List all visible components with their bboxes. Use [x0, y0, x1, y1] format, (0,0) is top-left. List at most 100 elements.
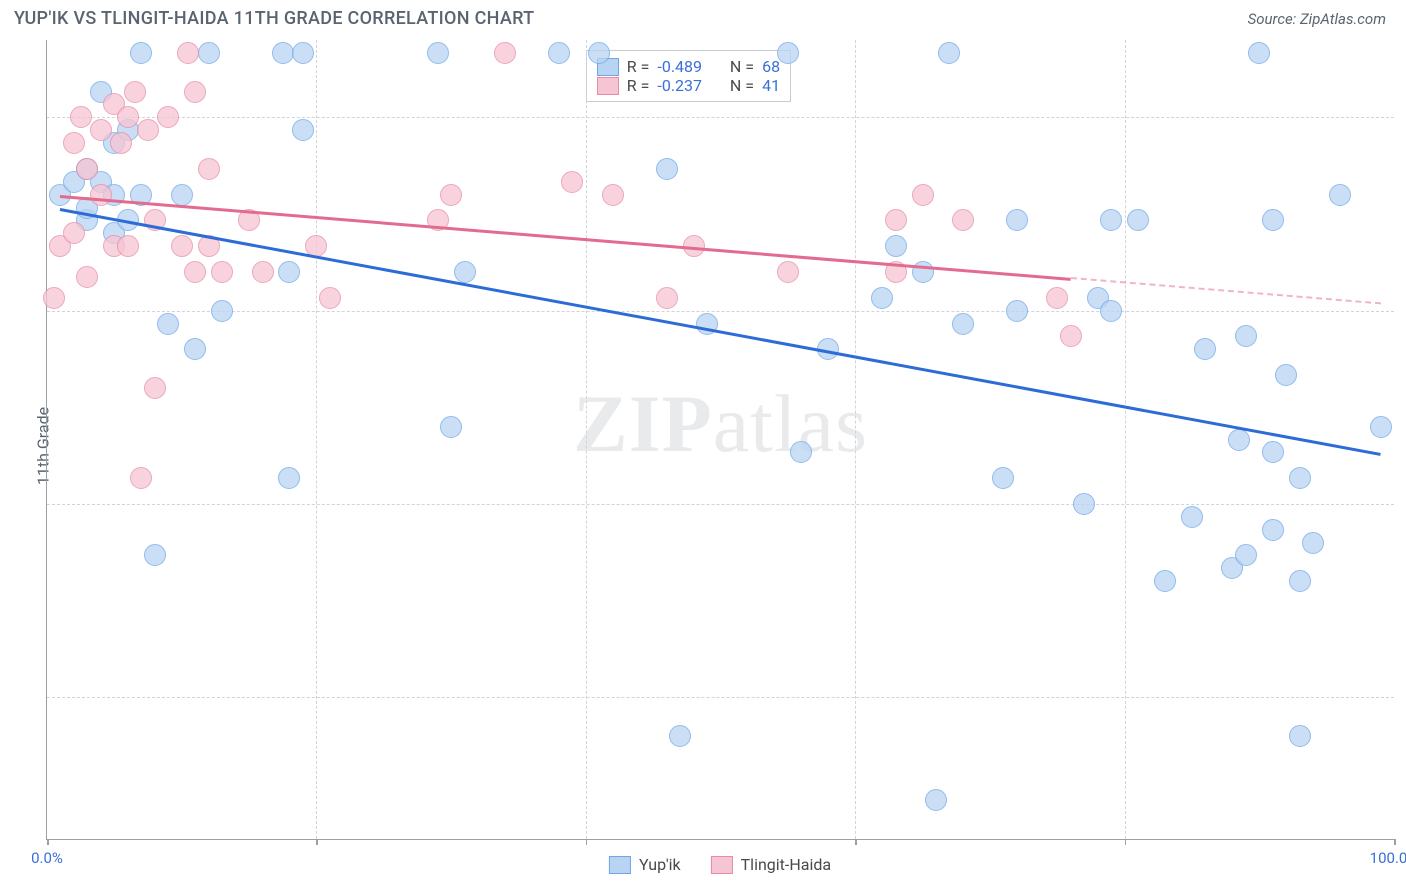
data-point	[1154, 570, 1176, 592]
x-tick-mark	[1394, 839, 1396, 845]
data-point	[992, 467, 1014, 489]
data-point	[938, 42, 960, 64]
data-point	[1006, 300, 1028, 322]
data-point	[952, 209, 974, 231]
data-point	[292, 42, 314, 64]
data-point	[76, 158, 98, 180]
source-label: Source: ZipAtlas.com	[1248, 10, 1386, 28]
plot-region: ZIPatlas R = -0.489 N = 68 R = -0.237 N …	[46, 40, 1394, 840]
data-point	[124, 81, 146, 103]
data-point	[871, 287, 893, 309]
data-point	[278, 261, 300, 283]
data-point	[602, 184, 624, 206]
data-point	[548, 42, 570, 64]
data-point	[198, 158, 220, 180]
gridline-v	[855, 40, 856, 839]
data-point	[777, 42, 799, 64]
correlation-legend: R = -0.489 N = 68 R = -0.237 N = 41	[586, 50, 791, 102]
legend-swatch	[711, 856, 733, 874]
data-point	[278, 467, 300, 489]
data-point	[76, 266, 98, 288]
data-point	[656, 287, 678, 309]
x-tick-label: 0.0%	[31, 849, 63, 867]
chart-title: YUP'IK VS TLINGIT-HAIDA 11TH GRADE CORRE…	[14, 8, 534, 29]
data-point	[440, 184, 462, 206]
y-tick-label: 92.5%	[1402, 302, 1406, 320]
legend-swatch	[597, 77, 619, 95]
data-point	[1289, 467, 1311, 489]
x-tick-mark	[1125, 839, 1127, 845]
data-point	[211, 300, 233, 322]
data-point	[952, 313, 974, 335]
data-point	[144, 544, 166, 566]
data-point	[1100, 209, 1122, 231]
data-point	[912, 184, 934, 206]
data-point	[43, 287, 65, 309]
legend-swatch	[609, 856, 631, 874]
gridline-h	[47, 311, 1394, 312]
data-point	[427, 42, 449, 64]
data-point	[198, 42, 220, 64]
data-point	[1235, 544, 1257, 566]
data-point	[885, 209, 907, 231]
legend-item: Tlingit-Haida	[711, 855, 831, 874]
data-point	[1073, 493, 1095, 515]
watermark: ZIPatlas	[573, 377, 868, 471]
data-point	[777, 261, 799, 283]
x-tick-label: 100.0%	[1370, 849, 1406, 867]
data-point	[1370, 416, 1392, 438]
data-point	[561, 171, 583, 193]
data-point	[63, 222, 85, 244]
data-point	[137, 119, 159, 141]
y-tick-label: 77.5%	[1402, 688, 1406, 706]
chart-area: ZIPatlas R = -0.489 N = 68 R = -0.237 N …	[46, 40, 1394, 840]
data-point	[669, 725, 691, 747]
data-point	[1046, 287, 1068, 309]
data-point	[117, 106, 139, 128]
data-point	[925, 789, 947, 811]
data-point	[70, 106, 92, 128]
y-tick-label: 85.0%	[1402, 495, 1406, 513]
gridline-h	[47, 117, 1394, 118]
data-point	[184, 261, 206, 283]
data-point	[157, 106, 179, 128]
data-point	[252, 261, 274, 283]
x-tick-mark	[855, 839, 857, 845]
data-point	[177, 42, 199, 64]
x-tick-mark	[316, 839, 318, 845]
data-point	[90, 119, 112, 141]
data-point	[130, 42, 152, 64]
data-point	[211, 261, 233, 283]
gridline-v	[586, 40, 587, 839]
legend-label: Tlingit-Haida	[741, 855, 831, 874]
data-point	[656, 158, 678, 180]
data-point	[184, 81, 206, 103]
trend-line	[60, 208, 1381, 456]
legend-label: Yup'ik	[639, 855, 681, 874]
data-point	[144, 377, 166, 399]
data-point	[272, 42, 294, 64]
data-point	[588, 42, 610, 64]
data-point	[90, 184, 112, 206]
data-point	[1262, 209, 1284, 231]
data-point	[184, 338, 206, 360]
data-point	[1100, 300, 1122, 322]
gridline-h	[47, 504, 1394, 505]
data-point	[1248, 42, 1270, 64]
data-point	[1302, 532, 1324, 554]
data-point	[292, 119, 314, 141]
x-tick-mark	[47, 839, 49, 845]
data-point	[110, 132, 132, 154]
data-point	[157, 313, 179, 335]
data-point	[1275, 364, 1297, 386]
gridline-h	[47, 697, 1394, 698]
data-point	[171, 184, 193, 206]
data-point	[1262, 441, 1284, 463]
data-point	[494, 42, 516, 64]
data-point	[171, 235, 193, 257]
data-point	[885, 235, 907, 257]
gridline-v	[316, 40, 317, 839]
data-point	[1228, 429, 1250, 451]
data-point	[454, 261, 476, 283]
data-point	[1181, 506, 1203, 528]
